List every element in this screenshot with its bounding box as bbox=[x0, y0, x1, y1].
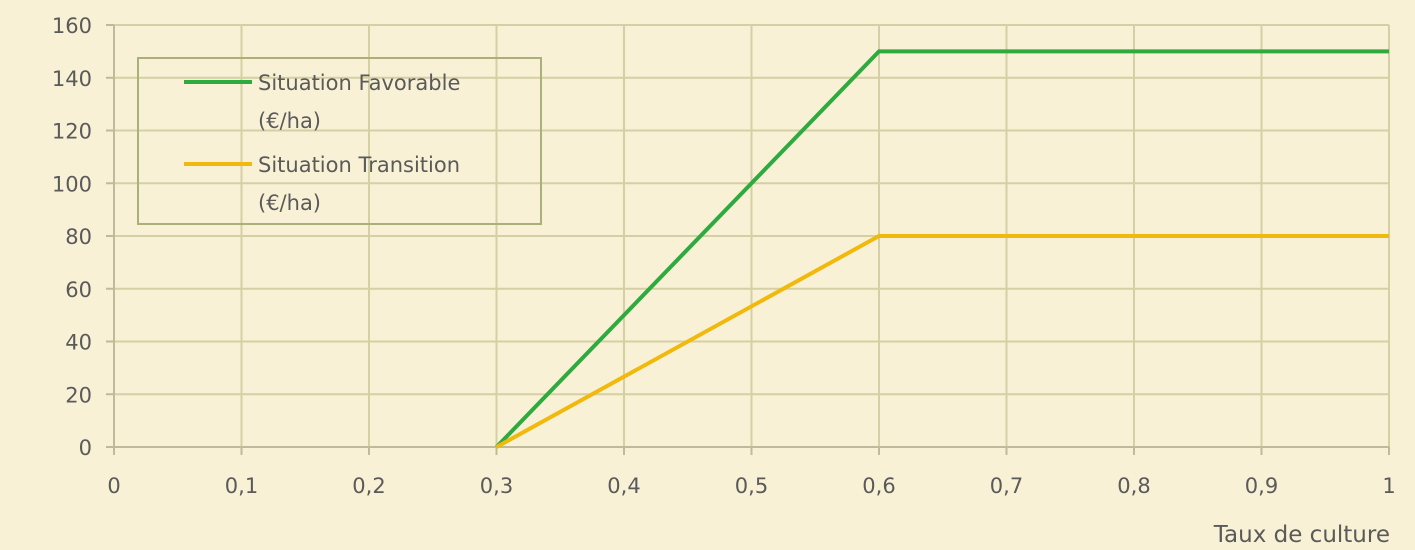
legend-label-2: (€/ha) bbox=[258, 191, 321, 215]
x-tick-label: 0,4 bbox=[607, 474, 640, 498]
x-tick-label: 0,1 bbox=[225, 474, 258, 498]
legend-label-2: Situation Transition bbox=[258, 153, 460, 177]
series-line-1 bbox=[495, 49, 1389, 449]
y-tick-label: 80 bbox=[65, 225, 92, 249]
y-tick-label: 100 bbox=[52, 172, 92, 196]
y-tick-label: 0 bbox=[79, 436, 92, 460]
legend-label-1: Situation Favorable bbox=[258, 71, 460, 95]
y-tick-label: 60 bbox=[65, 278, 92, 302]
x-tick-label: 0,5 bbox=[735, 474, 768, 498]
y-tick-label: 20 bbox=[65, 383, 92, 407]
x-tick-label: 0 bbox=[107, 474, 120, 498]
tick-labels: 0 0,1 0,2 0,3 0,4 0,5 0,6 0,7 0,8 0,9 1 0 20 40 60 80 10… bbox=[52, 14, 1396, 498]
series bbox=[495, 49, 1389, 449]
y-tick-label: 140 bbox=[52, 67, 92, 91]
y-tick-label: 160 bbox=[52, 14, 92, 38]
x-tick-label: 0,8 bbox=[1117, 474, 1150, 498]
y-tick-label: 40 bbox=[65, 331, 92, 355]
x-tick-label: 0,7 bbox=[990, 474, 1023, 498]
x-axis-title: Taux de culture bbox=[1213, 522, 1390, 548]
series-line-2 bbox=[495, 234, 1389, 449]
x-tick-label: 0,2 bbox=[352, 474, 385, 498]
legend: Situation Favorable (€/ha) Situation Trans… bbox=[137, 57, 542, 225]
x-tick-label: 0,3 bbox=[480, 474, 513, 498]
legend-label-1: (€/ha) bbox=[258, 109, 321, 133]
x-tick-label: 1 bbox=[1382, 474, 1395, 498]
legend-box bbox=[137, 57, 542, 225]
axes bbox=[106, 24, 1390, 455]
y-tick-label: 120 bbox=[52, 120, 92, 144]
x-tick-label: 0,6 bbox=[862, 474, 895, 498]
x-tick-label: 0,9 bbox=[1245, 474, 1278, 498]
